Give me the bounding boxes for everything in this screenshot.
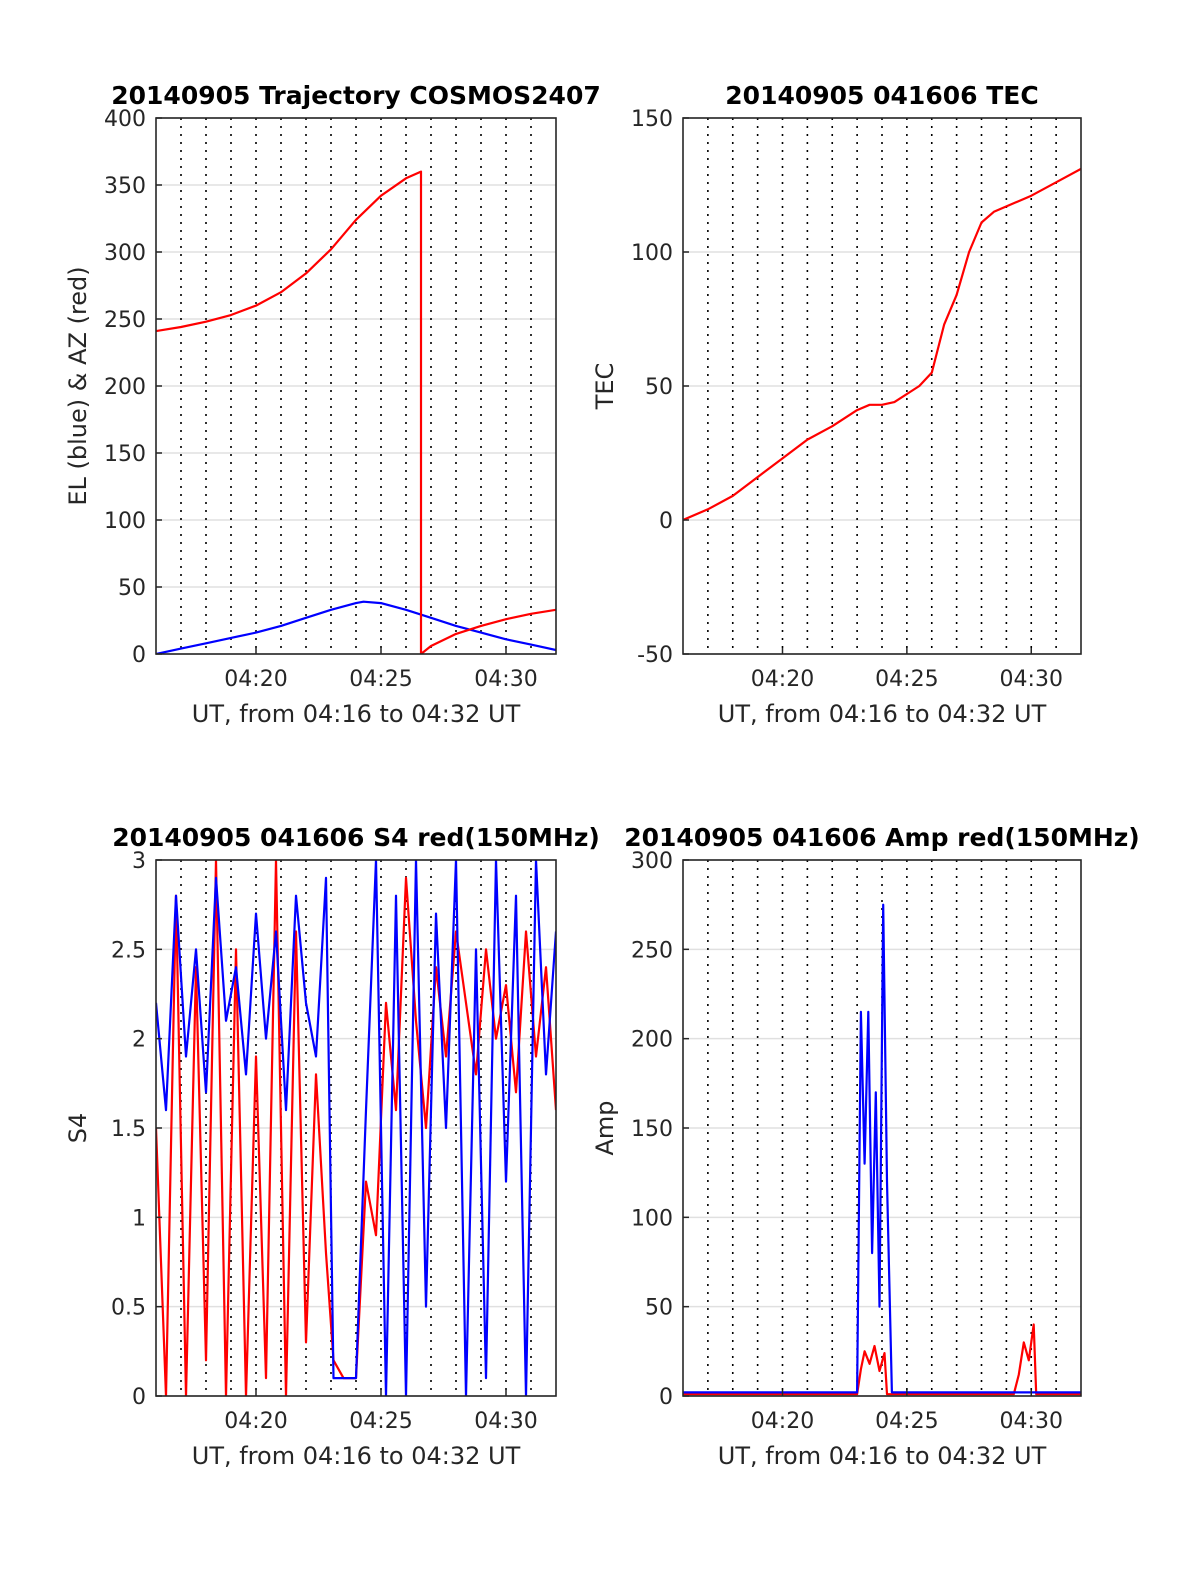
s4-ytick-label: 1.5 [111,1117,146,1142]
amp-ylabel: Amp [591,1100,619,1155]
s4-ytick-label: 3 [132,849,146,874]
amp-xtick-label: 04:30 [1000,1409,1063,1434]
trajectory-ytick-label: 0 [132,643,146,668]
trajectory-ytick-label: 300 [104,241,146,266]
s4-series-1 [156,860,556,1396]
trajectory-ytick-label: 400 [104,107,146,132]
trajectory-title: 20140905 Trajectory COSMOS2407 [111,81,601,110]
trajectory-xtick-label: 04:30 [474,667,537,692]
amp-ytick-label: 50 [645,1296,673,1321]
tec-title: 20140905 041606 TEC [725,81,1038,110]
trajectory-xtick-label: 04:25 [349,667,412,692]
s4-panel: 0 0.5 1 1.5 2 2.5 3 04:20 04:25 04:30 UT, from 04:… [64,823,600,1470]
tec-ylabel: TEC [591,363,619,411]
amp-ytick-label: 200 [631,1028,673,1053]
s4-ytick-label: 0 [132,1385,146,1410]
s4-xtick-label: 04:25 [349,1409,412,1434]
tec-ytick-label: 150 [631,107,673,132]
tec-series-0 [683,167,1081,522]
s4-xtick-label: 04:30 [474,1409,537,1434]
s4-title: 20140905 041606 S4 red(150MHz) [112,823,600,852]
tec-xtick-label: 04:20 [751,667,814,692]
trajectory-ytick-label: 150 [104,442,146,467]
amp-ytick-label: 250 [631,938,673,963]
s4-ytick-label: 2.5 [111,938,146,963]
trajectory-ytick-label: 250 [104,308,146,333]
trajectory-xlabel: UT, from 04:16 to 04:32 UT [192,700,521,728]
tec-ytick-label: 0 [659,509,673,534]
s4-ylabel: S4 [64,1113,92,1144]
amp-panel: 0 50 100 150 200 250 300 04:20 04:25 04:30 UT, fro… [591,823,1140,1470]
trajectory-series-0 [156,600,556,654]
s4-xlabel: UT, from 04:16 to 04:32 UT [192,1442,521,1470]
tec-ytick-label: 50 [645,375,673,400]
amp-ytick-label: 100 [631,1206,673,1231]
tec-panel: -50 0 50 100 150 04:20 04:25 04:30 UT, from 04:1… [591,81,1082,728]
s4-ytick-label: 0.5 [111,1296,146,1321]
trajectory-panel: 0 50 100 150 200 250 300 350 400 04:20 04:25 04:30 U… [64,81,601,728]
s4-xtick-label: 04:20 [224,1409,287,1434]
trajectory-ylabel: EL (blue) & AZ (red) [64,266,92,505]
tec-ytick-label: 100 [631,241,673,266]
trajectory-ytick-label: 50 [118,576,146,601]
amp-title: 20140905 041606 Amp red(150MHz) [624,823,1140,852]
trajectory-ytick-label: 350 [104,174,146,199]
amp-ytick-label: 300 [631,849,673,874]
s4-ytick-label: 1 [132,1206,146,1231]
amp-ytick-label: 150 [631,1117,673,1142]
trajectory-series-1 [156,170,556,654]
s4-ytick-label: 2 [132,1028,146,1053]
trajectory-ytick-label: 100 [104,509,146,534]
amp-series-1 [683,903,1081,1394]
tec-xtick-label: 04:25 [875,667,938,692]
amp-xtick-label: 04:25 [875,1409,938,1434]
amp-series-0 [683,1323,1081,1396]
amp-xlabel: UT, from 04:16 to 04:32 UT [718,1442,1047,1470]
amp-xtick-label: 04:20 [751,1409,814,1434]
amp-ytick-label: 0 [659,1385,673,1410]
tec-xtick-label: 04:30 [1000,667,1063,692]
trajectory-xtick-label: 04:20 [224,667,287,692]
tec-ytick-label: -50 [637,643,673,668]
trajectory-ytick-label: 200 [104,375,146,400]
tec-xlabel: UT, from 04:16 to 04:32 UT [718,700,1047,728]
